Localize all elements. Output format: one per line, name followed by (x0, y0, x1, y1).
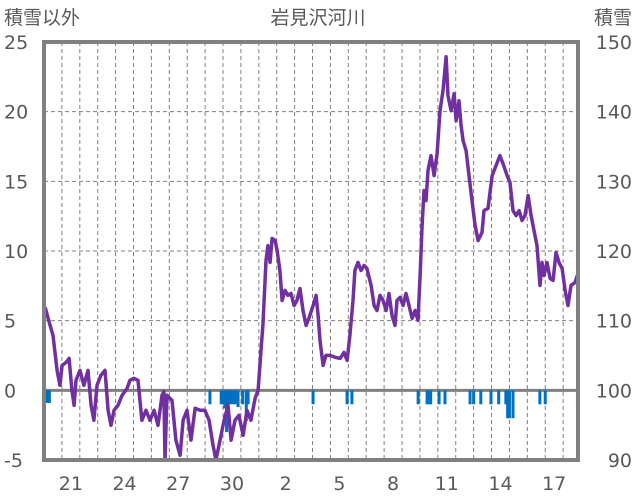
bar (497, 390, 501, 405)
bar (504, 390, 508, 405)
bar (311, 390, 315, 405)
right-y-tick-label: 100 (596, 380, 632, 402)
bar (479, 390, 483, 405)
line-path (43, 55, 580, 462)
chart-title: 岩見沢河川 (270, 7, 365, 29)
bar (468, 390, 472, 405)
frame-rect (42, 40, 580, 462)
bar (538, 390, 542, 405)
x-tick-label: 24 (112, 473, 136, 495)
left-y-tick-label: 10 (4, 241, 28, 263)
right-y-tick-label: 120 (596, 241, 632, 263)
bar (489, 390, 493, 405)
bar (227, 390, 231, 405)
bar (47, 390, 51, 403)
bar (208, 390, 212, 405)
left-y-ticks: 25 20 15 10 5 0 -5 (4, 32, 28, 472)
bar (416, 390, 420, 405)
bar (236, 390, 240, 408)
x-tick-label: 5 (333, 473, 345, 495)
right-y-tick-label: 130 (596, 171, 632, 193)
x-tick-label: 14 (488, 473, 512, 495)
left-y-tick-label: 0 (4, 380, 16, 402)
bar (443, 390, 447, 405)
left-y-tick-label: 25 (4, 32, 28, 54)
x-tick-label: 27 (166, 473, 190, 495)
bar-series (44, 390, 579, 433)
bar (241, 390, 245, 405)
bar (221, 390, 225, 405)
bar (46, 390, 50, 403)
line-series (43, 55, 580, 462)
plot-frame (42, 40, 580, 462)
x-tick-label: 11 (435, 473, 459, 495)
bar (230, 390, 234, 405)
left-axis-label: 積雪以外 (4, 7, 80, 29)
bar (429, 390, 433, 405)
bar (543, 390, 547, 405)
bar (425, 390, 429, 405)
bar (219, 390, 223, 405)
x-tick-label: 8 (387, 473, 399, 495)
left-y-tick-label: 20 (4, 102, 28, 124)
right-axis-label: 積雪 (594, 7, 632, 29)
bar (223, 390, 227, 409)
bar (507, 390, 511, 419)
right-y-tick-label: 90 (608, 450, 632, 472)
left-y-tick-label: 5 (4, 311, 16, 333)
right-y-tick-label: 110 (596, 311, 632, 333)
x-tick-label: 21 (59, 473, 83, 495)
grid (44, 42, 578, 460)
bar (511, 390, 515, 419)
x-tick-label: 17 (542, 473, 566, 495)
x-tick-label: 30 (220, 473, 244, 495)
bar (345, 390, 349, 405)
bar (506, 390, 510, 419)
right-y-tick-label: 140 (596, 102, 632, 124)
bar (244, 390, 248, 421)
right-y-tick-label: 150 (596, 32, 632, 54)
bar (246, 390, 250, 405)
bar (472, 390, 476, 405)
x-ticks: 21 24 27 30 2 5 8 11 14 17 (59, 473, 567, 495)
left-y-tick-label: -5 (4, 450, 23, 472)
left-y-tick-label: 15 (4, 171, 28, 193)
right-y-ticks: 150 140 130 120 110 100 90 (596, 32, 632, 472)
bar (350, 390, 354, 405)
bar (427, 390, 431, 405)
bar (437, 390, 441, 405)
bar (233, 390, 237, 405)
x-tick-label: 2 (280, 473, 292, 495)
